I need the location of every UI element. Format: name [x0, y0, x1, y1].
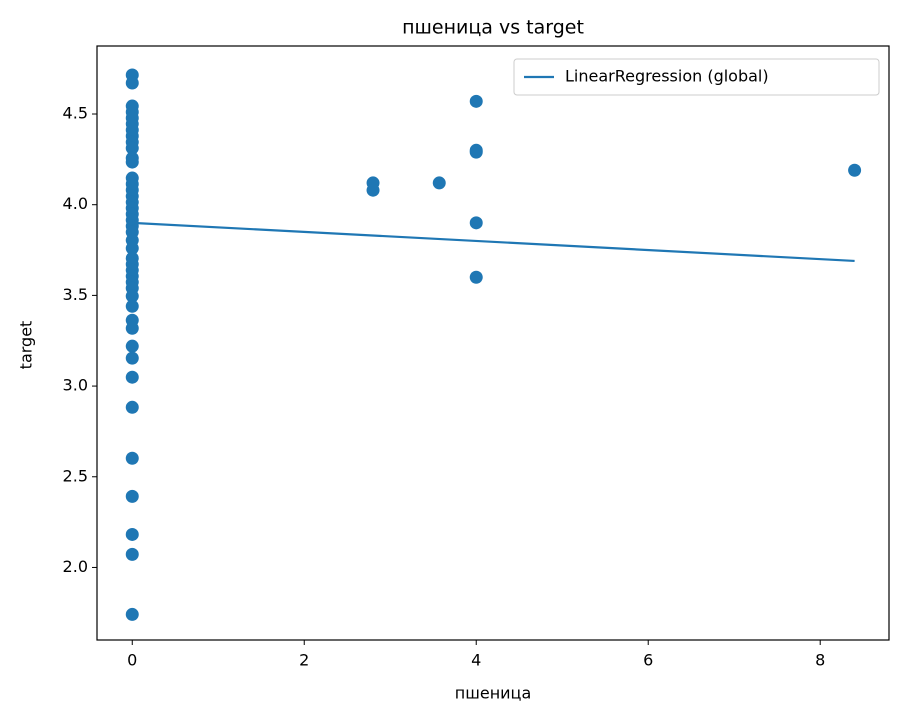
scatter-point — [125, 339, 139, 353]
x-tick-label: 2 — [299, 651, 309, 670]
legend-label: LinearRegression (global) — [565, 67, 769, 86]
legend: LinearRegression (global) — [513, 58, 880, 96]
x-tick-label: 6 — [643, 651, 653, 670]
scatter-point — [469, 94, 483, 108]
scatter-point — [125, 155, 139, 169]
scatter-point — [125, 489, 139, 503]
x-tick-label: 4 — [471, 651, 481, 670]
y-tick-label: 3.5 — [63, 285, 88, 304]
scatter-point — [125, 299, 139, 313]
scatter-point — [125, 547, 139, 561]
scatter-point — [125, 289, 139, 303]
scatter-point — [432, 176, 446, 190]
scatter-point — [125, 141, 139, 155]
x-axis-label: пшеница — [455, 684, 532, 703]
y-tick-label: 2.0 — [63, 557, 88, 576]
scatter-point — [125, 607, 139, 621]
chart-title: пшеница vs target — [402, 17, 584, 39]
scatter-point — [366, 183, 380, 197]
y-axis-label: target — [17, 321, 36, 370]
scatter-point — [125, 527, 139, 541]
scatter-point — [848, 163, 862, 177]
scatter-point — [469, 270, 483, 284]
scatter-point — [469, 145, 483, 159]
scatter-point — [125, 351, 139, 365]
scatter-point — [125, 241, 139, 255]
plot-frame — [96, 45, 890, 641]
legend-box — [513, 58, 880, 96]
regression-line — [132, 221, 855, 263]
scatter-point — [125, 76, 139, 90]
y-tick-label: 4.0 — [63, 194, 88, 213]
y-tick-label: 4.5 — [63, 104, 88, 123]
scatter-point — [125, 400, 139, 414]
scatter-point — [125, 451, 139, 465]
scatter-point — [469, 216, 483, 230]
x-tick-label: 0 — [127, 651, 137, 670]
y-tick-label: 2.5 — [63, 466, 88, 485]
scatter-point — [125, 370, 139, 384]
y-tick-label: 3.0 — [63, 376, 88, 395]
x-tick-label: 8 — [815, 651, 825, 670]
scatter-point — [125, 321, 139, 335]
